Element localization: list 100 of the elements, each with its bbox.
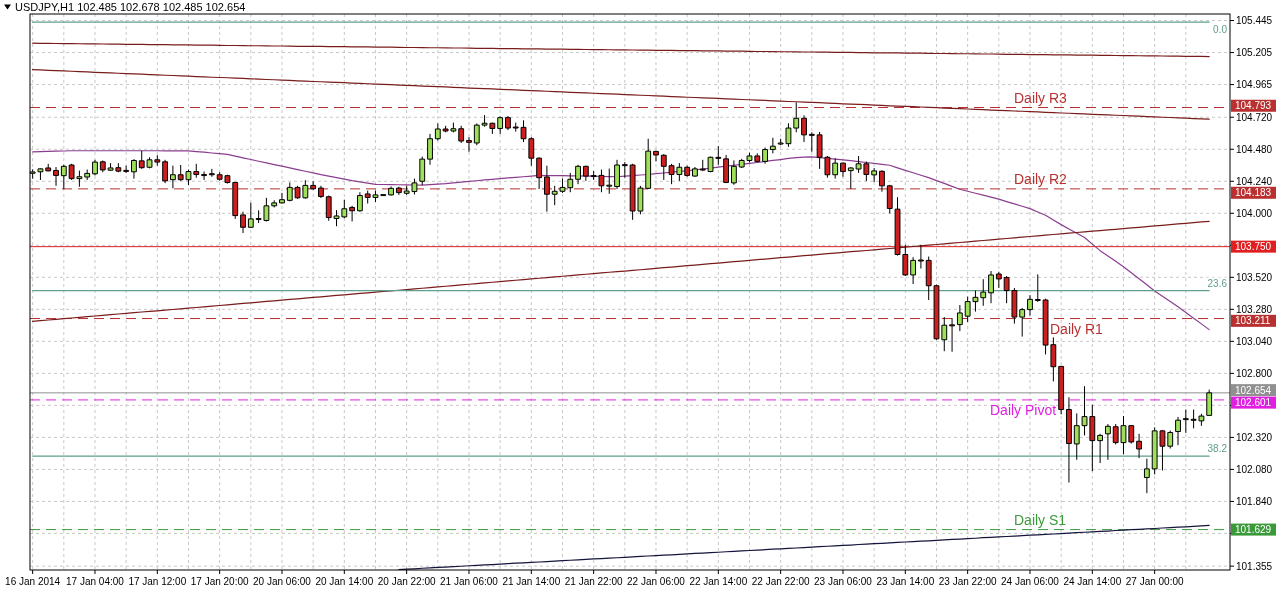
candlestick — [582, 165, 589, 182]
candlestick — [497, 115, 504, 135]
candlestick — [349, 205, 356, 222]
text: 101.629 — [1235, 524, 1272, 536]
line-series — [32, 42, 1210, 58]
candlestick — [92, 159, 98, 176]
candlestick — [1104, 423, 1111, 461]
y-tick-label: 103.280 — [1236, 303, 1273, 315]
x-tick-label: 21 Jan 22:00 — [564, 576, 623, 587]
candlestick — [871, 167, 878, 183]
x-tick-label: 17 Jan 20:00 — [190, 576, 249, 587]
x-tick-label: 20 Jan 06:00 — [253, 576, 312, 587]
text: 102.654 — [1235, 384, 1272, 396]
candlestick — [99, 159, 106, 173]
candlestick — [1136, 433, 1142, 459]
candlestick — [879, 169, 885, 193]
text: 103.211 — [1235, 315, 1271, 327]
candlestick — [808, 131, 815, 153]
candlestick — [653, 150, 659, 162]
candlestick — [536, 156, 543, 190]
x-tick-label: 24 Jan 06:00 — [1001, 576, 1060, 587]
x-tick-label: 27 Jan 00:00 — [1125, 576, 1185, 587]
series-label: 38.2 — [1207, 443, 1228, 455]
candlestick — [473, 123, 480, 146]
candlestick — [201, 171, 207, 181]
ref-line-label: Daily Pivot — [990, 401, 1057, 418]
candlestick — [458, 125, 465, 144]
candlestick — [660, 153, 667, 181]
candlestick — [84, 169, 91, 181]
candlestick — [1182, 409, 1189, 434]
y-tick-label: 103.520 — [1236, 271, 1273, 283]
y-tick-label: 105.205 — [1236, 47, 1273, 59]
candlestick — [466, 136, 472, 153]
candlestick — [769, 137, 776, 154]
candlestick — [1206, 389, 1213, 416]
candlestick — [318, 185, 324, 199]
candlestick — [434, 123, 441, 141]
y-tick-label: 105.445 — [1236, 15, 1273, 27]
candlestick — [692, 166, 698, 178]
y-tick-label: 103.040 — [1236, 335, 1273, 347]
candlestick — [419, 156, 426, 186]
candlestick — [1097, 433, 1104, 464]
candlestick — [956, 304, 963, 332]
text: 102.601 — [1235, 397, 1272, 409]
candlestick — [995, 271, 1002, 289]
y-tick-label: 104.965 — [1236, 79, 1273, 91]
y-tick-label: 104.240 — [1236, 175, 1273, 187]
series-label: 0.0 — [1213, 24, 1228, 36]
candlestick — [684, 165, 691, 178]
text: 104.183 — [1235, 187, 1272, 199]
candlestick — [910, 256, 917, 285]
x-tick-label: 23 Jan 22:00 — [938, 576, 998, 587]
candlestick — [208, 168, 215, 178]
candlestick — [621, 161, 628, 179]
y-tick-label: 104.480 — [1236, 143, 1273, 155]
candlestick — [575, 164, 581, 185]
x-tick-label: 22 Jan 22:00 — [751, 576, 810, 587]
candlestick — [840, 161, 846, 178]
candlestick — [53, 166, 59, 187]
candlestick — [1066, 396, 1072, 483]
y-tick-label: 101.840 — [1236, 495, 1273, 507]
candlestick — [723, 154, 730, 184]
text: 103.750 — [1235, 241, 1272, 253]
candlestick — [1034, 273, 1041, 303]
x-tick-label: 24 Jan 14:00 — [1063, 576, 1122, 587]
candlestick — [1058, 365, 1065, 415]
y-tick-label: 104.720 — [1236, 111, 1273, 123]
x-tick-label: 21 Jan 06:00 — [440, 576, 499, 587]
candlestick — [169, 165, 176, 189]
chart-title: USDJPY,H1 102.485 102.678 102.485 102.654 — [15, 1, 246, 13]
candlestick — [279, 192, 285, 205]
candlestick — [730, 159, 737, 186]
candlestick — [645, 138, 652, 190]
candlestick — [310, 180, 317, 191]
y-tick-label: 102.320 — [1236, 431, 1273, 443]
series-label: 23.6 — [1207, 277, 1228, 289]
x-tick-label: 22 Jan 14:00 — [689, 576, 748, 587]
x-tick-label: 23 Jan 14:00 — [876, 576, 935, 587]
ref-line-label: Daily R2 — [1014, 170, 1068, 187]
ref-line-label: Daily S1 — [1014, 511, 1067, 528]
x-tick-label: 21 Jan 14:00 — [502, 576, 561, 587]
candlestick — [949, 317, 955, 353]
candlestick — [271, 199, 278, 208]
x-tick-label: 20 Jan 22:00 — [377, 576, 436, 587]
candlestick — [886, 184, 893, 214]
candlestick — [832, 157, 839, 180]
line-series — [32, 220, 1210, 322]
y-tick-label: 102.080 — [1236, 463, 1273, 475]
text: 104.793 — [1235, 100, 1272, 112]
candlestick — [427, 133, 433, 166]
candlestick — [1143, 458, 1150, 494]
x-tick-label: 20 Jan 14:00 — [315, 576, 374, 587]
candlestick — [123, 165, 130, 174]
candlestick — [762, 147, 768, 165]
y-tick-label: 101.355 — [1236, 560, 1273, 572]
candlestick — [1175, 416, 1181, 446]
candlestick — [240, 211, 246, 234]
candlestick — [356, 191, 363, 213]
x-tick-label: 17 Jan 04:00 — [66, 576, 125, 587]
candlestick — [247, 202, 254, 229]
